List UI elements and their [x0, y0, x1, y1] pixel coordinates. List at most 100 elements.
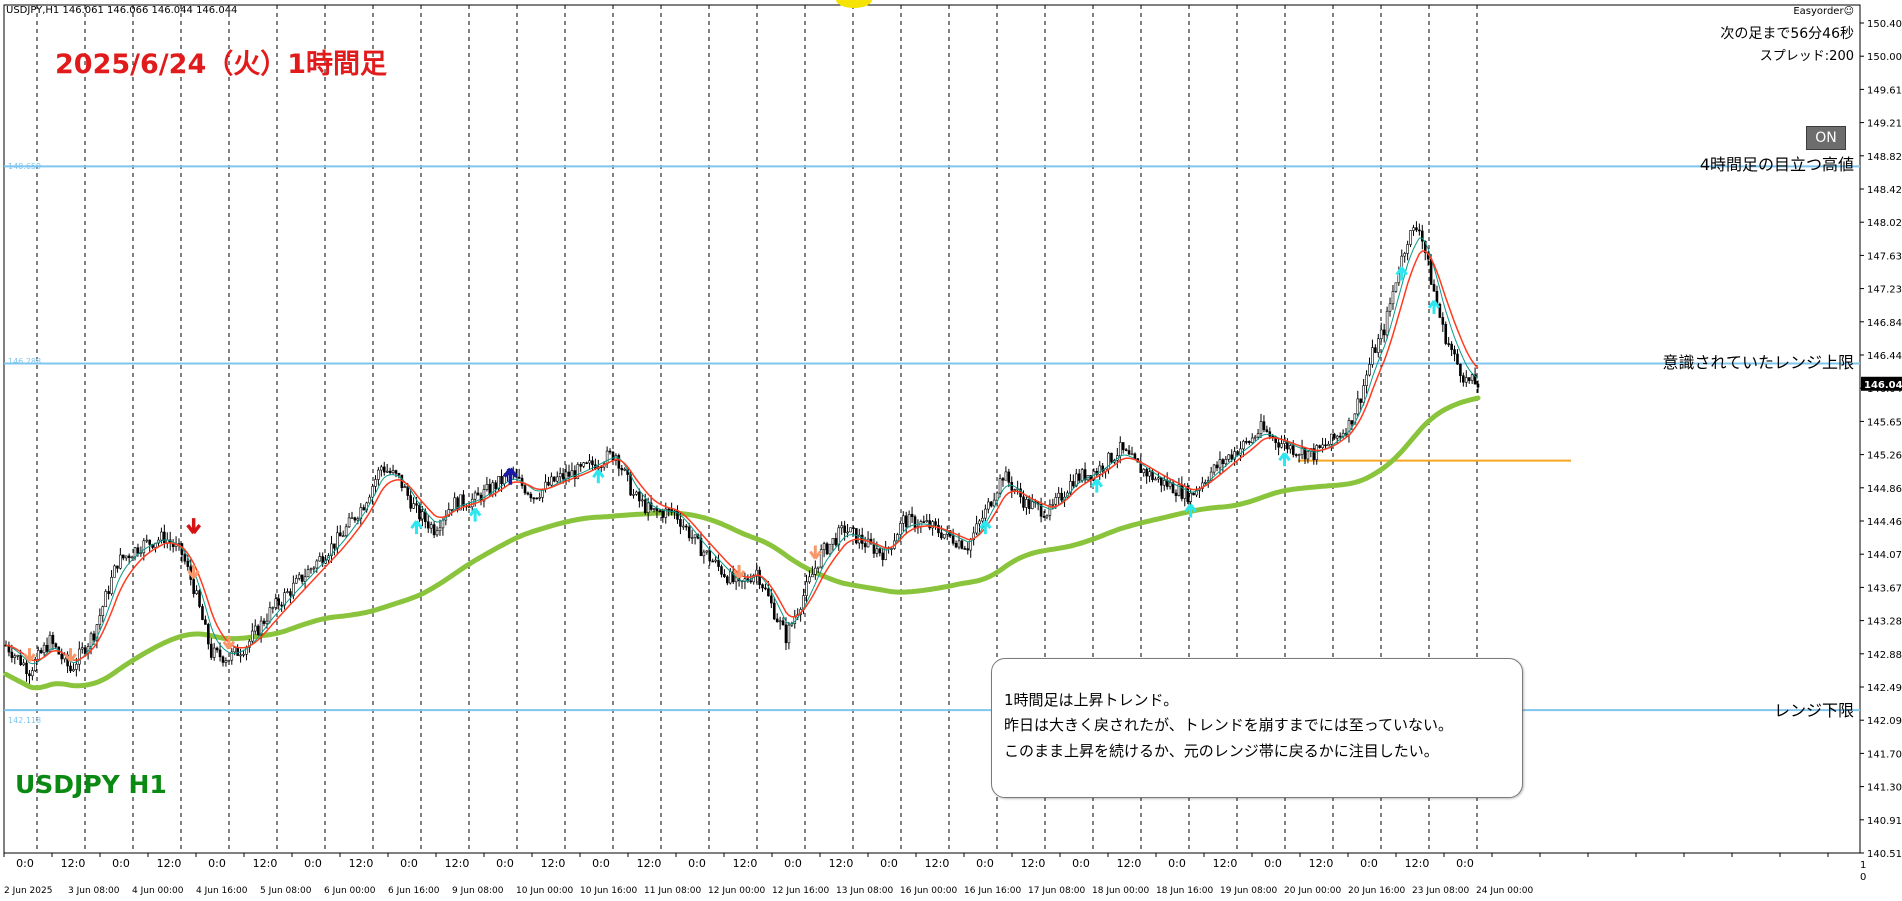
- candle-body: [937, 525, 940, 534]
- signal-up-arrow: [1090, 478, 1104, 493]
- x-tick-top: 0:0: [1168, 857, 1186, 870]
- x-tick-bottom: 16 Jun 00:00: [900, 886, 957, 896]
- y-tick-label: 140.910: [1867, 816, 1902, 827]
- candle-body: [1007, 471, 1011, 483]
- range-low-label: レンジ下限: [1773, 701, 1854, 720]
- candle-body: [92, 633, 96, 641]
- signal-strong-down-arrow: [186, 518, 202, 535]
- candle-body: [195, 590, 198, 594]
- candle-body: [212, 647, 216, 658]
- candle-body: [256, 625, 260, 636]
- candle-body: [424, 511, 427, 523]
- candle-body: [421, 511, 424, 520]
- candle-body: [646, 502, 650, 513]
- x-tick-bottom: 6 Jun 16:00: [388, 886, 440, 896]
- candle-body: [726, 576, 729, 584]
- candle-body: [567, 471, 571, 477]
- candle-body: [805, 581, 808, 596]
- candle-body: [286, 591, 289, 593]
- candle-body: [975, 523, 978, 534]
- candle-body: [1379, 329, 1383, 340]
- candle-body: [555, 476, 559, 482]
- candle-body: [1083, 469, 1087, 481]
- candle-body: [192, 579, 195, 594]
- candle-body: [702, 551, 706, 557]
- candle-body: [218, 649, 222, 658]
- x-tick-top: 12:0: [1021, 857, 1046, 870]
- candle-body: [39, 650, 43, 654]
- candle-body: [711, 560, 714, 563]
- candle-body: [1394, 282, 1398, 292]
- candle-body: [570, 470, 574, 477]
- x-tick-bottom: 16 Jun 16:00: [964, 886, 1021, 896]
- candle-body: [488, 484, 492, 495]
- x-tick-bottom: 20 Jun 00:00: [1284, 886, 1341, 896]
- comment-line: 昨日は大きく戻されたが、トレンドを崩すまでには至っていない。: [1004, 716, 1453, 734]
- candle-body: [1124, 449, 1128, 451]
- candle-body: [629, 474, 632, 496]
- x-tick-bottom: 12 Jun 16:00: [772, 886, 829, 896]
- candle-body: [362, 507, 366, 511]
- signal-up-arrow: [592, 469, 605, 484]
- candle-body: [837, 527, 841, 546]
- candle-body: [1473, 374, 1477, 385]
- candle-body: [1151, 471, 1154, 480]
- x-tick-top: 12:0: [1405, 857, 1430, 870]
- candle-body: [1338, 435, 1342, 438]
- spread-label: スプレッド:200: [1759, 49, 1854, 64]
- candle-body: [679, 519, 682, 527]
- x-tick-bottom: 18 Jun 16:00: [1156, 886, 1213, 896]
- candle-body: [353, 517, 357, 521]
- candle-body: [1259, 421, 1263, 435]
- candle-body: [620, 468, 624, 471]
- candle-body: [814, 567, 817, 575]
- candle-body: [251, 630, 254, 642]
- candle-body: [1289, 445, 1292, 450]
- x-tick-bottom: 24 Jun 00:00: [1476, 886, 1533, 896]
- candle-body: [309, 568, 313, 571]
- x-tick-top: 12:0: [925, 857, 950, 870]
- candle-body: [78, 648, 81, 665]
- candle-body: [1127, 450, 1131, 455]
- y-tick-label: 146.440: [1867, 351, 1902, 362]
- on-toggle-button[interactable]: ON: [1806, 126, 1846, 150]
- signal-up-arrow: [410, 520, 423, 535]
- ea-name-label: Easyorder☺: [1793, 6, 1854, 17]
- signal-down-arrow: [187, 564, 200, 579]
- candle-body: [177, 543, 181, 545]
- candle-body: [1409, 230, 1412, 245]
- candle-body: [160, 531, 163, 541]
- x-tick-top: 0:0: [1360, 857, 1378, 870]
- signal-strong-up-arrow: [502, 467, 518, 485]
- candle-body: [1101, 465, 1104, 472]
- candle-body: [834, 537, 838, 546]
- candle-body: [113, 565, 116, 578]
- candle-body: [658, 510, 662, 513]
- candle-body: [1450, 343, 1453, 350]
- candle-body: [690, 537, 694, 539]
- range-high-price-tag: 146.288: [8, 357, 42, 366]
- signal-up-arrow: [1427, 299, 1441, 314]
- candle-body: [1444, 324, 1448, 344]
- candle-body: [1069, 481, 1072, 494]
- candle-body: [1371, 347, 1374, 365]
- x-tick-bottom: 2 Jun 2025: [4, 886, 52, 896]
- candle-body: [1312, 448, 1316, 460]
- y-tick-label: 146.840: [1867, 318, 1902, 329]
- signal-up-arrow: [1395, 266, 1408, 281]
- candle-body: [761, 584, 764, 589]
- candle-body: [341, 535, 345, 538]
- candle-body: [752, 575, 756, 583]
- y-tick-label: 142.880: [1867, 650, 1902, 661]
- candle-body: [1277, 442, 1280, 448]
- candle-body: [500, 476, 503, 485]
- candle-body: [107, 591, 110, 594]
- candle-body: [995, 492, 999, 501]
- candle-body: [462, 494, 465, 507]
- candle-body: [16, 654, 20, 657]
- candle-body: [576, 464, 580, 479]
- candle-body: [306, 569, 310, 578]
- candle-body: [1315, 445, 1319, 460]
- candle-body: [907, 513, 911, 528]
- chart-title: 2025/6/24（火）1時間足: [55, 49, 388, 80]
